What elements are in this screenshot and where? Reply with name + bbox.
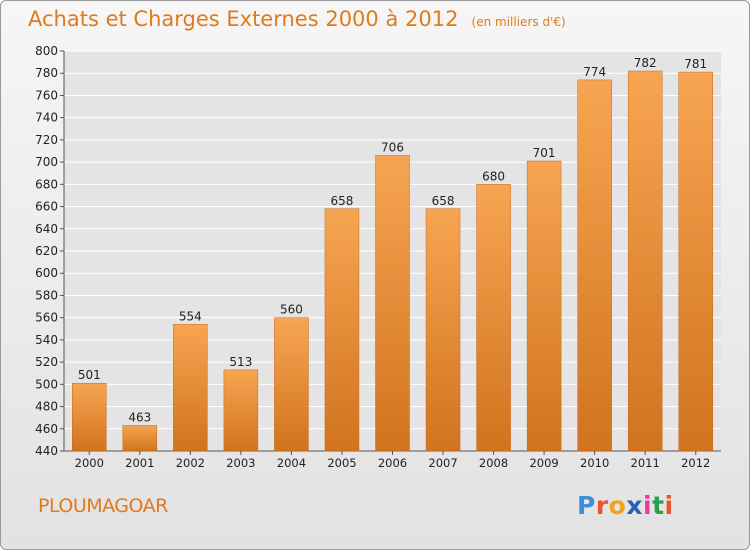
data-label: 463 bbox=[128, 410, 151, 424]
data-label: 513 bbox=[229, 355, 252, 369]
bar bbox=[274, 317, 309, 452]
chart-title-block: Achats et Charges Externes 2000 à 2012 (… bbox=[28, 7, 566, 31]
x-tick-label: 2009 bbox=[529, 456, 558, 470]
data-label: 680 bbox=[482, 169, 505, 183]
y-tick-label: 560 bbox=[35, 311, 58, 325]
x-tick-label: 2005 bbox=[327, 456, 356, 470]
logo-letter: i bbox=[664, 491, 674, 520]
y-tick-label: 600 bbox=[35, 266, 58, 280]
x-tick-label: 2008 bbox=[479, 456, 508, 470]
y-tick-label: 460 bbox=[35, 422, 58, 436]
data-label: 782 bbox=[634, 56, 657, 70]
logo-letter: r bbox=[595, 491, 609, 520]
x-tick-label: 2010 bbox=[580, 456, 609, 470]
logo-letter: x bbox=[626, 491, 643, 520]
logo-letter: i bbox=[643, 491, 653, 520]
y-tick-label: 680 bbox=[35, 177, 58, 191]
bar bbox=[577, 79, 612, 452]
chart-subtitle: (en milliers d'€) bbox=[471, 15, 566, 29]
bar bbox=[476, 184, 511, 452]
x-tick-label: 2011 bbox=[631, 456, 660, 470]
data-label: 501 bbox=[78, 368, 101, 382]
x-tick-label: 2000 bbox=[75, 456, 104, 470]
data-label: 706 bbox=[381, 140, 404, 154]
data-label: 781 bbox=[684, 57, 707, 71]
y-tick-label: 660 bbox=[35, 200, 58, 214]
bar bbox=[72, 382, 107, 452]
data-label: 658 bbox=[432, 194, 455, 208]
x-tick-label: 2006 bbox=[378, 456, 407, 470]
chart-title: Achats et Charges Externes 2000 à 2012 bbox=[28, 7, 459, 31]
bar bbox=[425, 208, 461, 452]
y-tick-label: 760 bbox=[35, 88, 58, 102]
y-tick-label: 800 bbox=[35, 44, 58, 58]
y-tick-label: 780 bbox=[35, 66, 58, 80]
x-tick-label: 2001 bbox=[125, 456, 154, 470]
x-tick-label: 2007 bbox=[428, 456, 457, 470]
bar bbox=[627, 70, 663, 452]
y-tick-label: 500 bbox=[35, 377, 58, 391]
logo-letter: P bbox=[577, 491, 596, 520]
bar bbox=[122, 425, 158, 452]
data-label: 658 bbox=[331, 194, 354, 208]
x-tick-label: 2012 bbox=[681, 456, 710, 470]
bar bbox=[223, 369, 259, 452]
x-tick-label: 2002 bbox=[176, 456, 205, 470]
data-label: 554 bbox=[179, 309, 202, 323]
y-tick-label: 480 bbox=[35, 400, 58, 414]
y-tick-label: 620 bbox=[35, 244, 58, 258]
y-tick-label: 700 bbox=[35, 155, 58, 169]
y-tick-label: 440 bbox=[35, 444, 58, 458]
data-label: 701 bbox=[533, 146, 556, 160]
logo-letter: o bbox=[608, 491, 627, 520]
data-label: 560 bbox=[280, 303, 303, 317]
bar bbox=[173, 324, 208, 452]
logo-letter: t bbox=[652, 491, 665, 520]
bar bbox=[526, 160, 562, 452]
data-label: 774 bbox=[583, 65, 606, 79]
bar bbox=[324, 208, 360, 452]
x-tick-label: 2004 bbox=[277, 456, 306, 470]
y-tick-label: 740 bbox=[35, 111, 58, 125]
y-tick-label: 720 bbox=[35, 133, 58, 147]
bar bbox=[375, 155, 410, 452]
y-tick-label: 520 bbox=[35, 355, 58, 369]
bar bbox=[678, 71, 713, 452]
y-tick-label: 580 bbox=[35, 288, 58, 302]
proxiti-logo[interactable]: Proxiti bbox=[577, 491, 674, 520]
y-tick-label: 640 bbox=[35, 222, 58, 236]
commune-name: PLOUMAGOAR bbox=[38, 495, 168, 517]
x-tick-label: 2003 bbox=[226, 456, 255, 470]
y-tick-label: 540 bbox=[35, 333, 58, 347]
